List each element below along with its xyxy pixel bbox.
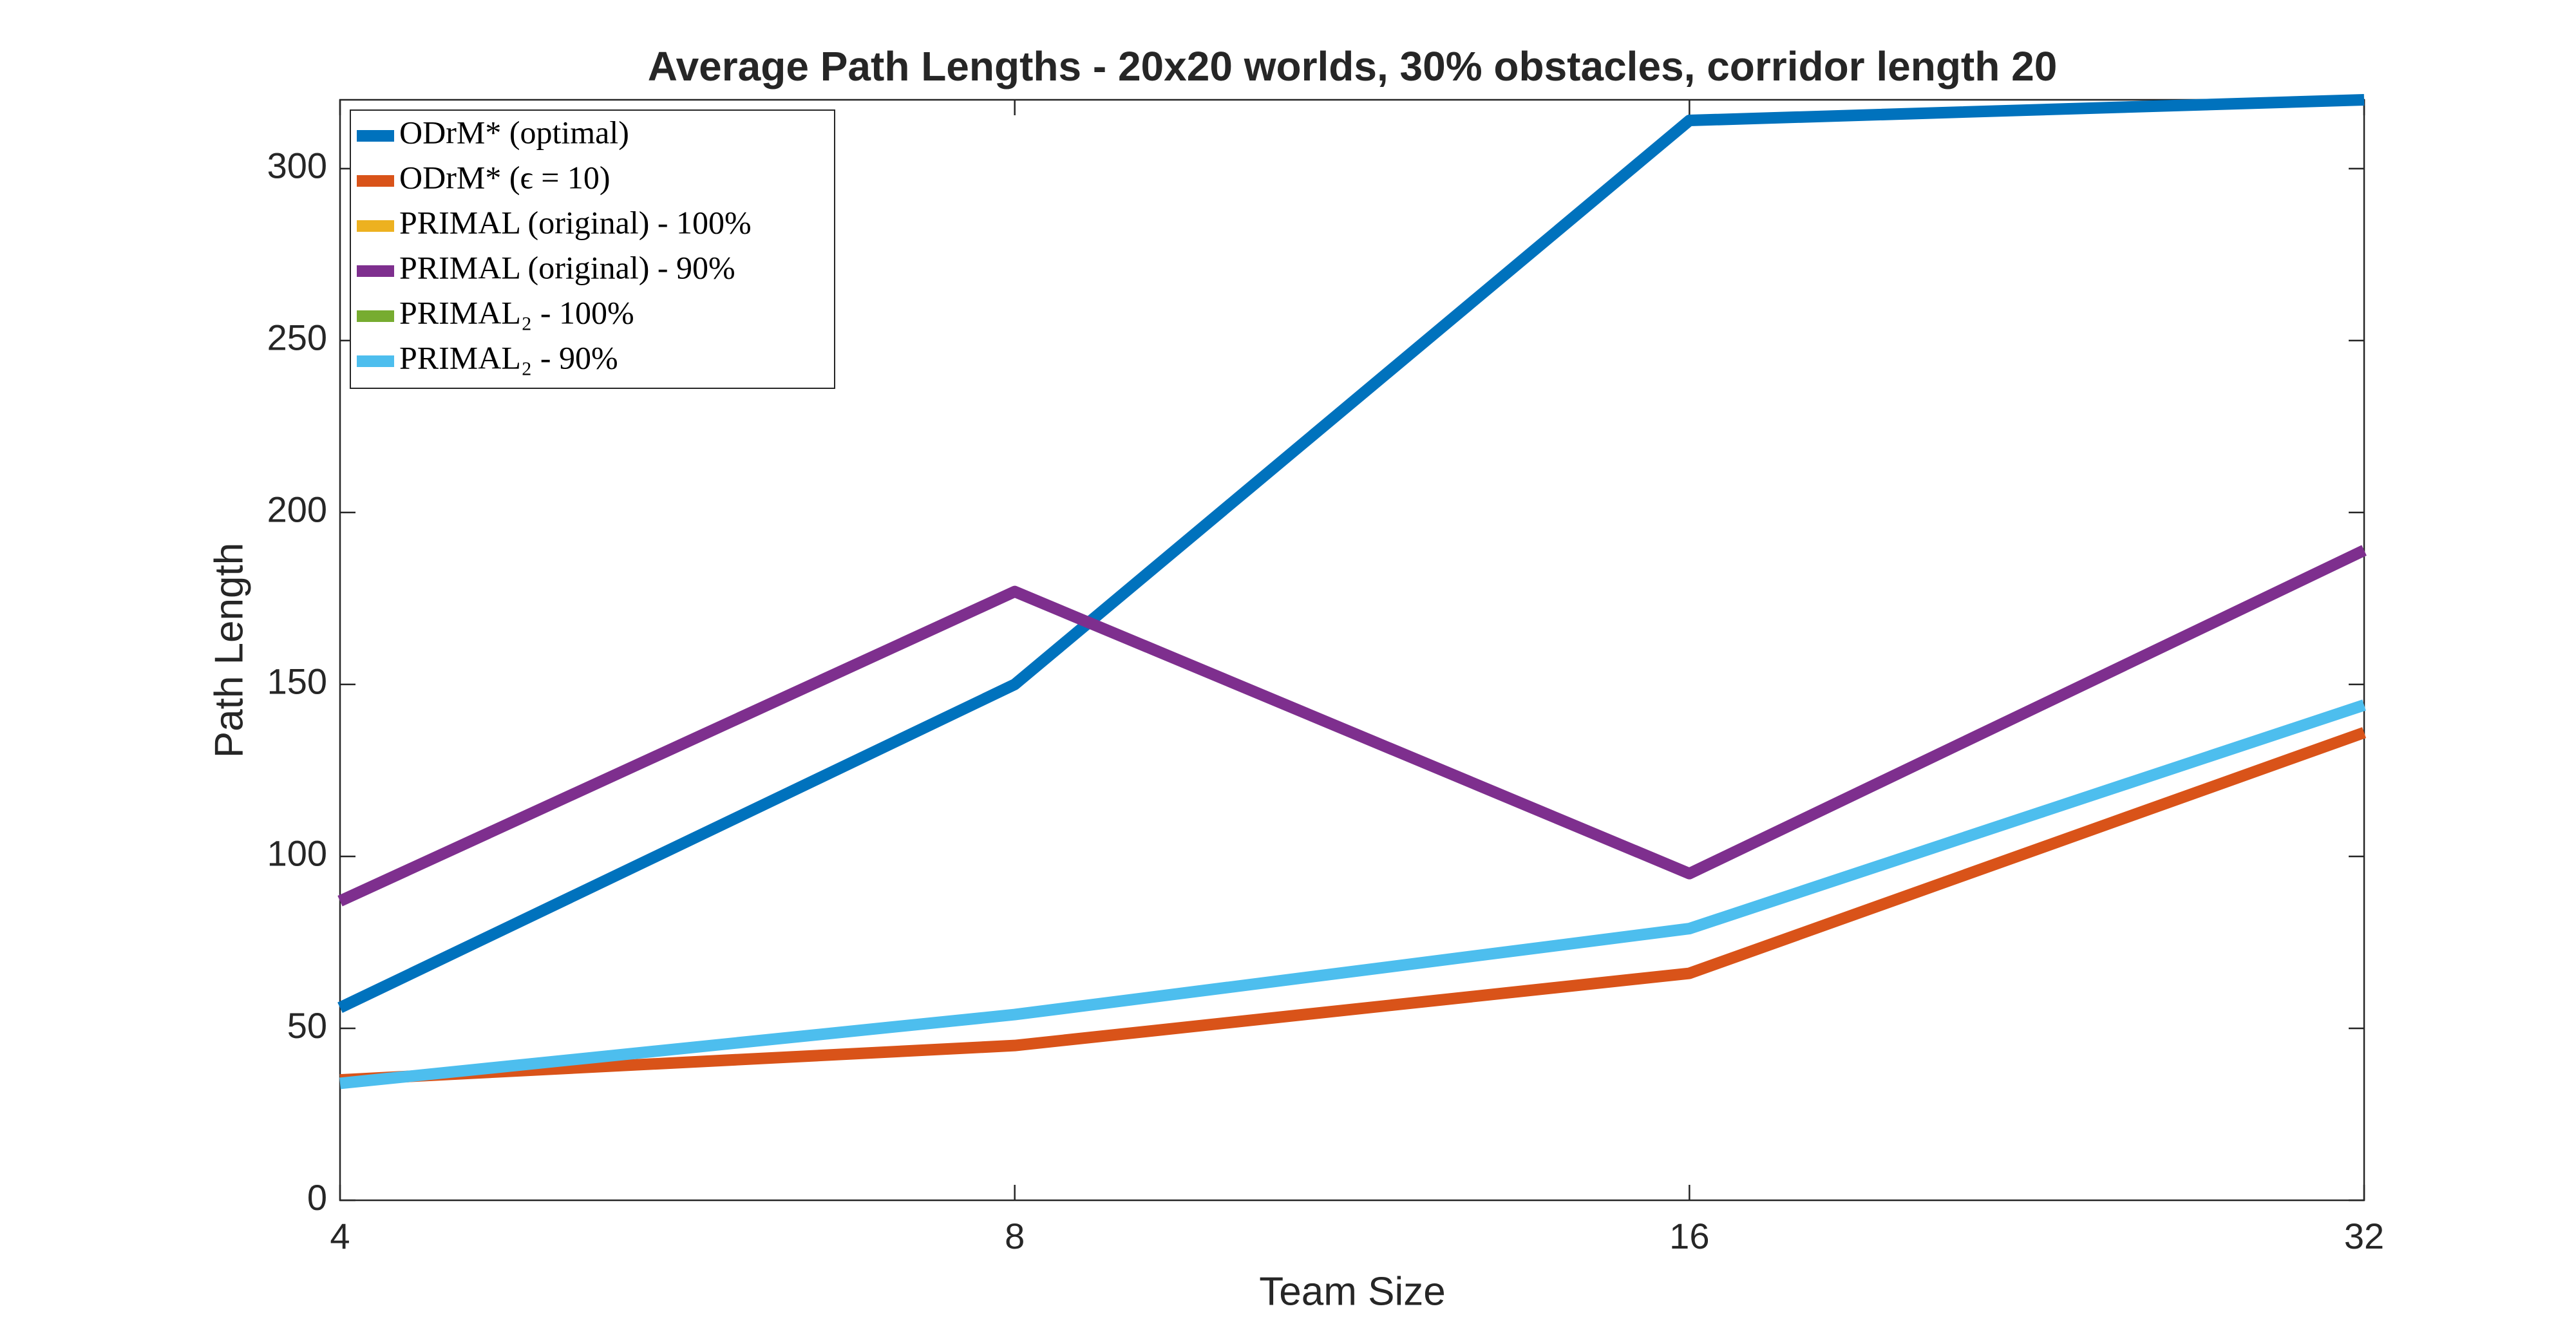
x-tick-label: 8 (1005, 1216, 1025, 1256)
legend-label: PRIMAL₂ - 90% (399, 339, 618, 375)
y-tick-label: 0 (307, 1177, 327, 1218)
legend-label: ODrM* (optimal) (399, 114, 629, 150)
chart-title: Average Path Lengths - 20x20 worlds, 30%… (648, 43, 2058, 90)
series-line (337, 545, 2367, 907)
y-tick-label: 50 (287, 1005, 327, 1046)
x-axis-label: Team Size (1259, 1269, 1445, 1314)
series-line (337, 94, 2365, 1014)
y-tick-label: 250 (267, 317, 327, 358)
legend-label: PRIMAL (original) - 90% (399, 249, 735, 285)
y-axis-label: Path Length (207, 543, 251, 758)
legend-label: PRIMAL₂ - 100% (399, 294, 634, 330)
x-tick-label: 4 (330, 1216, 350, 1256)
y-tick-label: 300 (267, 146, 327, 186)
legend-box (350, 109, 835, 389)
y-tick-label: 150 (267, 661, 327, 702)
legend-label: ODrM* (ϵ = 10) (399, 159, 611, 195)
legend-label: PRIMAL (original) - 100% (399, 204, 752, 240)
y-tick-label: 100 (267, 833, 327, 874)
series-line (339, 727, 2367, 1086)
series-line (339, 699, 2366, 1090)
x-tick-label: 16 (1669, 1216, 1709, 1256)
y-tick-label: 200 (267, 489, 327, 530)
x-tick-label: 32 (2344, 1216, 2384, 1256)
